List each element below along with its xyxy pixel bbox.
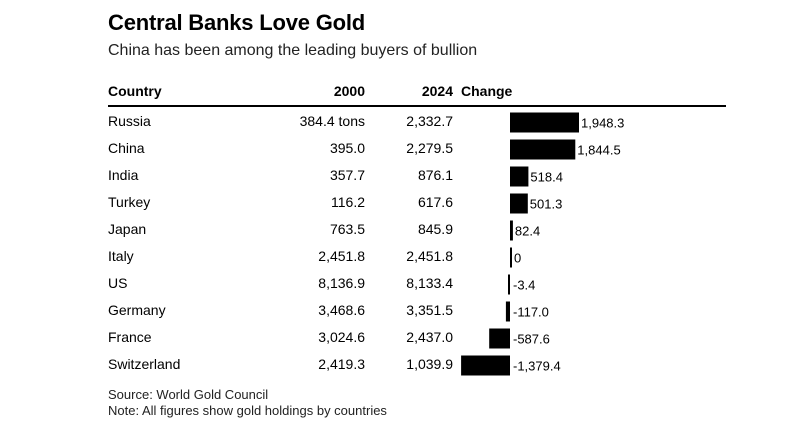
header-change: Change <box>461 83 513 99</box>
change-bar <box>510 220 513 241</box>
table-row: US 8,136.9 8,133.4 <box>0 270 787 297</box>
header-2024: 2024 <box>421 83 453 99</box>
value-2024-cell: 8,133.4 <box>406 275 453 291</box>
table-row: Turkey 116.2 617.6 <box>0 189 787 216</box>
change-bar <box>510 193 528 214</box>
value-2024-cell: 3,351.5 <box>406 302 453 318</box>
change-label: 82.4 <box>515 224 540 239</box>
chart-title: Central Banks Love Gold <box>108 10 366 35</box>
change-bar <box>505 301 510 322</box>
change-label: 1,948.3 <box>581 116 624 131</box>
change-bar <box>510 112 579 133</box>
value-2000-cell: 2,419.3 <box>318 356 365 372</box>
value-2000-cell: 763.5 <box>329 221 365 237</box>
country-cell: Germany <box>108 302 166 318</box>
value-2024-cell: 2,451.8 <box>406 248 453 264</box>
change-label: -1,379.4 <box>513 359 561 374</box>
change-label: -117.0 <box>513 305 549 320</box>
change-bar <box>510 247 512 268</box>
country-cell: India <box>108 167 139 183</box>
change-bar <box>508 274 510 295</box>
change-label: 1,844.5 <box>577 143 620 158</box>
country-cell: Switzerland <box>108 356 181 372</box>
value-2024-cell: 2,437.0 <box>406 329 453 345</box>
value-2024-cell: 876.1 <box>417 167 453 183</box>
change-bar <box>510 166 529 187</box>
value-2024-cell: 1,039.9 <box>406 356 453 372</box>
table-row: Russia 384.4 tons 2,332.7 <box>0 108 787 135</box>
footnote: Note: All figures show gold holdings by … <box>108 403 387 418</box>
country-cell: France <box>108 329 152 345</box>
value-2024-cell: 845.9 <box>417 221 453 237</box>
change-label: -3.4 <box>513 278 535 293</box>
header-country: Country <box>108 83 162 99</box>
table-row: Italy 2,451.8 2,451.8 <box>0 243 787 270</box>
change-label: 0 <box>514 251 521 266</box>
value-2000-cell: 384.4 tons <box>299 113 365 129</box>
table-row: France 3,024.6 2,437.0 <box>0 324 787 351</box>
change-bar <box>489 328 510 349</box>
table-row: China 395.0 2,279.5 <box>0 135 787 162</box>
country-cell: US <box>108 275 128 291</box>
change-bar <box>510 139 576 160</box>
value-2000-cell: 3,024.6 <box>318 329 365 345</box>
chart-subtitle: China has been among the leading buyers … <box>108 42 478 59</box>
change-bar <box>461 355 510 376</box>
value-2024-cell: 617.6 <box>417 194 453 210</box>
header-rule <box>108 105 726 107</box>
country-cell: Italy <box>108 248 134 264</box>
change-label: 501.3 <box>530 197 563 212</box>
value-2000-cell: 8,136.9 <box>318 275 365 291</box>
value-2000-cell: 395.0 <box>329 140 365 156</box>
table-row: Switzerland 2,419.3 1,039.9 <box>0 351 787 378</box>
country-cell: Japan <box>108 221 147 237</box>
header-2000: 2000 <box>333 83 365 99</box>
table-row: Germany 3,468.6 3,351.5 <box>0 297 787 324</box>
country-cell: Russia <box>108 113 151 129</box>
value-2024-cell: 2,279.5 <box>406 140 453 156</box>
table-row: Japan 763.5 845.9 <box>0 216 787 243</box>
country-cell: China <box>108 140 145 156</box>
source-note: Source: World Gold Council <box>108 387 269 402</box>
value-2000-cell: 357.7 <box>329 167 365 183</box>
value-2000-cell: 116.2 <box>331 194 365 210</box>
value-2000-cell: 3,468.6 <box>318 302 365 318</box>
change-label: 518.4 <box>530 170 563 185</box>
value-2024-cell: 2,332.7 <box>406 113 453 129</box>
country-cell: Turkey <box>108 194 151 210</box>
value-2000-cell: 2,451.8 <box>318 248 365 264</box>
table-row: India 357.7 876.1 <box>0 162 787 189</box>
change-label: -587.6 <box>513 332 550 347</box>
